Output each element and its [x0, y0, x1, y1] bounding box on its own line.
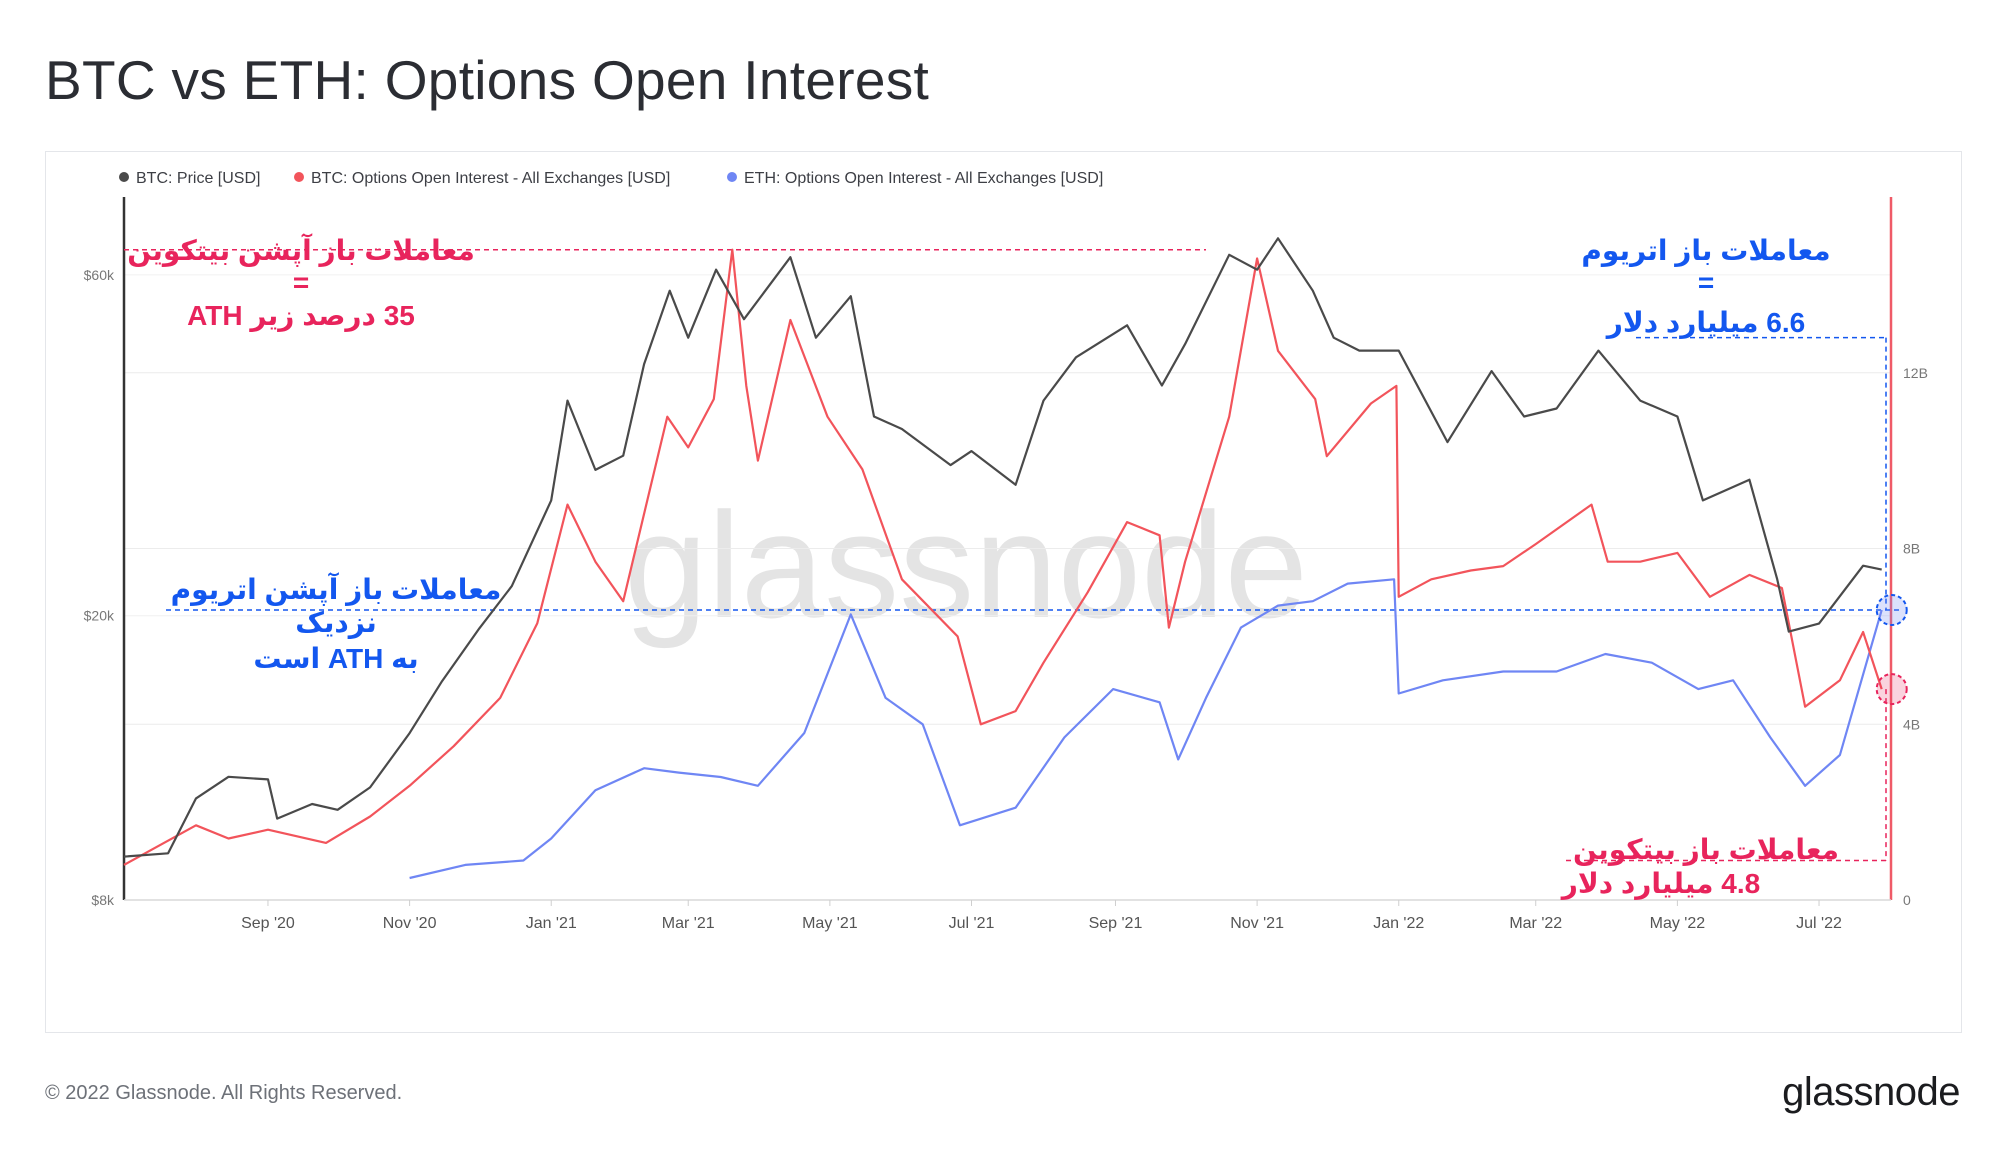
x-tick-label: Mar '21: [662, 915, 715, 932]
x-tick-label: May '21: [802, 915, 858, 932]
x-tick-label: Mar '22: [1509, 915, 1562, 932]
legend-label-btc-oi: BTC: Options Open Interest - All Exchang…: [311, 170, 670, 187]
legend-label-eth-oi: ETH: Options Open Interest - All Exchang…: [744, 170, 1103, 187]
eth-latest-highlight: [1875, 594, 1908, 627]
y-right-tick-label: 4B: [1903, 716, 1920, 732]
legend-marker-eth-oi: [727, 172, 737, 182]
watermark: glassnode: [624, 481, 1308, 649]
x-tick-label: Jul '21: [949, 915, 995, 932]
y-left-tick-label: $8k: [91, 892, 115, 908]
chart-svg: glassnode BTC: Price [USD] BTC: Options …: [84, 170, 1928, 932]
chart-container: glassnode BTC: Price [USD] BTC: Options …: [45, 151, 1962, 1033]
legend: BTC: Price [USD] BTC: Options Open Inter…: [119, 170, 1103, 187]
page-title: BTC vs ETH: Options Open Interest: [45, 49, 930, 111]
annotation-eth-near-line3: به ATH است: [253, 643, 418, 674]
x-tick-label: Jan '22: [1373, 915, 1424, 932]
footer-logo: glassnode: [1782, 1070, 1960, 1114]
y-left-tick-label: $60k: [84, 267, 115, 283]
series-eth-options-oi: [409, 578, 1883, 880]
y-right-tick-label: 8B: [1903, 541, 1920, 557]
annotation-eth-val-line1: معاملات باز اتریوم: [1581, 235, 1830, 267]
x-tick-label: May '22: [1650, 915, 1706, 932]
x-tick-label: Nov '21: [1230, 915, 1284, 932]
annotation-eth-near-line1: معاملات باز آپشن اتریوم: [171, 572, 502, 606]
x-tick-label: Sep '20: [241, 915, 295, 932]
x-tick-label: Nov '20: [383, 915, 437, 932]
annotation-btc-val-line1: معاملات باز بیتکوین: [1573, 834, 1839, 866]
footer-copyright: © 2022 Glassnode. All Rights Reserved.: [45, 1082, 403, 1104]
annotation-eth-val-line2: 6.6 میلیارد دلار: [1605, 307, 1805, 339]
legend-marker-btc-price: [119, 172, 129, 182]
y-right-tick-label: 12B: [1903, 365, 1928, 381]
y-right-tick-label: 0: [1903, 892, 1911, 908]
legend-marker-btc-oi: [294, 172, 304, 182]
legend-item-eth-oi[interactable]: ETH: Options Open Interest - All Exchang…: [727, 170, 1103, 187]
x-axis-ticks: Sep '20 Nov '20 Jan '21 Mar '21 May '21 Jul '…: [241, 900, 1842, 932]
btc-latest-highlight: [1875, 673, 1908, 706]
annotation-eth-near-line2: نزدیک: [295, 607, 376, 639]
annotations: معاملات باز آپشن بیتکوین = 35 درصد زیر A…: [127, 233, 1839, 900]
series-btc-options-oi: [123, 248, 1883, 866]
annotation-eth-val-eq: =: [1698, 267, 1714, 298]
y-left-tick-label: $20k: [84, 608, 115, 624]
annotation-btc-ath-line1: معاملات باز آپشن بیتکوین: [127, 233, 475, 267]
x-tick-label: Sep '21: [1089, 915, 1143, 932]
left-axis-ticks: $8k $20k $60k: [84, 267, 115, 908]
legend-item-btc-oi[interactable]: BTC: Options Open Interest - All Exchang…: [294, 170, 670, 187]
annotation-btc-val-line2: 4.8 میلیارد دلار: [1560, 868, 1760, 900]
annotation-btc-ath-line2: 35 درصد زیر ATH: [187, 300, 415, 332]
x-tick-label: Jan '21: [526, 915, 577, 932]
legend-label-btc-price: BTC: Price [USD]: [136, 170, 260, 187]
x-tick-label: Jul '22: [1796, 915, 1842, 932]
annotation-btc-ath-eq: =: [293, 267, 309, 298]
reference-lines: [124, 248, 1901, 862]
legend-item-btc-price[interactable]: BTC: Price [USD]: [119, 170, 260, 187]
series-btc-price: [123, 237, 1882, 858]
right-axis-ticks: 0 4B 8B 12B: [1903, 365, 1928, 908]
